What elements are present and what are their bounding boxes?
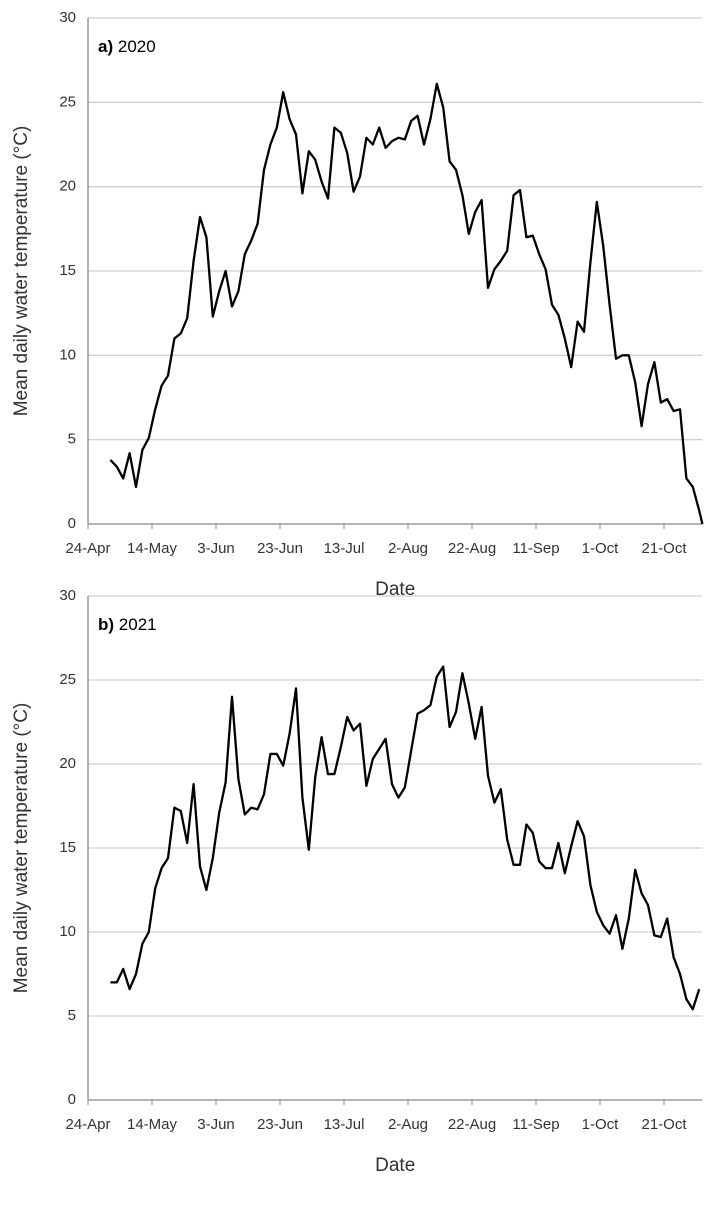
x-tick-label: 3-Jun: [197, 1116, 235, 1133]
y-tick-label: 0: [68, 515, 76, 532]
line: [110, 665, 701, 1011]
x-axis-label: Date: [375, 1155, 415, 1176]
y-tick-label: 10: [59, 346, 76, 363]
x-tick-label: 2-Aug: [388, 1116, 428, 1133]
y-tick-label: 5: [68, 431, 76, 448]
y-tick-label: 20: [59, 178, 76, 195]
y-tick-label: 0: [68, 1091, 76, 1108]
x-tick-label: 3-Jun: [197, 540, 235, 557]
title: 2020: [118, 37, 156, 56]
x-tick-label: 13-Jul: [324, 1116, 365, 1133]
x-tick-label: 24-Apr: [65, 1116, 110, 1133]
x-tick-label: 1-Oct: [582, 1116, 620, 1133]
y-tick-label: 30: [59, 587, 76, 604]
y-tick-label: 10: [59, 923, 76, 940]
x-tick-label: 11-Sep: [512, 1116, 559, 1133]
y-tick-label: 5: [68, 1007, 76, 1024]
x-tick-label: 24-Apr: [65, 540, 110, 557]
y-tick-label: 30: [59, 9, 76, 26]
x-tick-label: 23-Jun: [257, 1116, 303, 1133]
x-axis-label: Date: [375, 579, 415, 600]
x-tick-label: 14-May: [127, 540, 178, 557]
y-axis-label: Mean daily water temperature (°C): [11, 703, 32, 994]
x-tick-label: 1-Oct: [582, 540, 620, 557]
panel-label: b): [98, 615, 114, 634]
title: 2021: [119, 615, 157, 634]
line: [109, 82, 704, 525]
x-tick-label: 11-Sep: [512, 540, 559, 557]
panel-title: b) 2021: [98, 615, 157, 634]
y-tick-label: 15: [59, 262, 76, 279]
x-tick-label: 21-Oct: [641, 540, 687, 557]
panel-title: a) 2020: [98, 37, 156, 56]
y-tick-label: 25: [59, 93, 76, 110]
x-tick-label: 13-Jul: [324, 540, 365, 557]
panel-label: a): [98, 37, 113, 56]
x-tick-label: 21-Oct: [641, 1116, 687, 1133]
x-tick-label: 22-Aug: [448, 540, 496, 557]
y-tick-label: 15: [59, 839, 76, 856]
y-tick-label: 20: [59, 755, 76, 772]
x-tick-label: 23-Jun: [257, 540, 303, 557]
y-axis-label: Mean daily water temperature (°C): [11, 126, 32, 417]
y-tick-label: 25: [59, 671, 76, 688]
x-tick-label: 14-May: [127, 1116, 178, 1133]
x-tick-label: 22-Aug: [448, 1116, 496, 1133]
x-tick-label: 2-Aug: [388, 540, 428, 557]
